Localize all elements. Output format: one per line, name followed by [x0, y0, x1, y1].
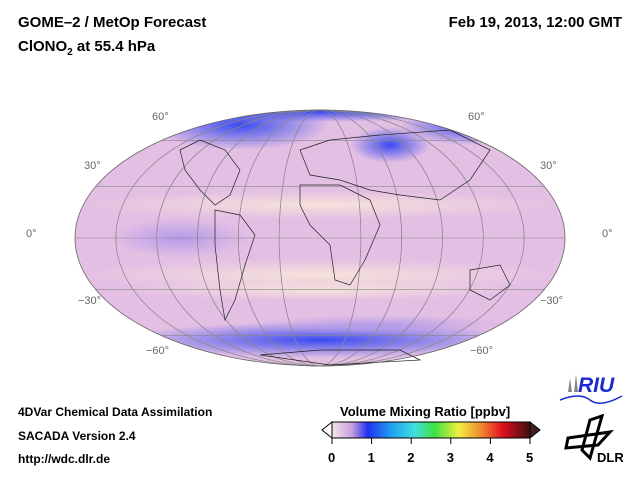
species-label: ClONO2 at 55.4 hPa [18, 38, 155, 58]
lat-label-60s-left: −60° [146, 345, 170, 357]
date-label: Feb 19, 2013, 12:00 GMT [448, 14, 622, 31]
riu-logo-text: RIU [578, 374, 615, 397]
lat-label-30s-right: −30° [540, 295, 564, 307]
map-outline [74, 109, 566, 367]
pressure-level: at 55.4 hPa [72, 38, 156, 55]
colorbar-high-arrow [529, 420, 541, 440]
footer-line-1: 4DVar Chemical Data Assimilation [18, 405, 213, 419]
lat-label-60n-left: 60° [152, 111, 169, 123]
lat-label-30n-right: 30° [540, 160, 557, 172]
riu-logo [559, 374, 623, 404]
footer-url[interactable]: http://wdc.dlr.de [18, 452, 110, 466]
colorbar-tick-label: 3 [446, 450, 455, 465]
coastlines [179, 129, 511, 366]
colorbar-ticks [331, 438, 531, 444]
lat-label-30n-left: 30° [84, 160, 101, 172]
species-name: ClONO [18, 38, 68, 55]
title: GOME–2 / MetOp Forecast [18, 14, 207, 31]
colorbar-title: Volume Mixing Ratio [ppbv] [340, 404, 511, 419]
colorbar-tick-label: 1 [367, 450, 375, 465]
colorbar-tick-label: 0 [328, 450, 336, 465]
dlr-logo [564, 413, 614, 461]
colorbar-low-arrow [321, 420, 333, 440]
lat-label-eq-left: 0° [26, 228, 37, 240]
dlr-logo-text: DLR [597, 450, 624, 465]
colorbar-tick-label: 2 [407, 450, 415, 465]
species-subscript: 2 [67, 47, 73, 58]
field [75, 110, 565, 366]
lat-label-eq-right: 0° [602, 228, 613, 240]
lat-label-30s-left: −30° [78, 295, 102, 307]
colorbar-tick-label: 4 [486, 450, 494, 465]
colorbar [331, 421, 531, 439]
colorbar-tick-label: 5 [526, 450, 534, 465]
lat-label-60n-right: 60° [468, 111, 485, 123]
lat-label-60s-right: −60° [470, 345, 494, 357]
footer-line-2: SACADA Version 2.4 [18, 429, 136, 443]
